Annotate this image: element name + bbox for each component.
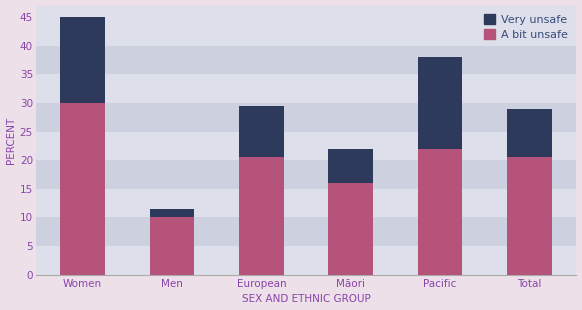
Bar [61, 103, 105, 275]
X-axis label: SEX AND ETHNIC GROUP: SEX AND ETHNIC GROUP [242, 294, 371, 304]
Bar [150, 217, 194, 275]
Bar [239, 157, 284, 275]
Bar [507, 108, 552, 157]
Y-axis label: PERCENT: PERCENT [6, 117, 16, 164]
Bar [418, 57, 463, 149]
Bar [36, 189, 576, 217]
Bar [328, 149, 373, 183]
Bar [36, 131, 576, 160]
Bar [36, 74, 576, 103]
Bar [36, 17, 576, 46]
Bar [36, 46, 576, 74]
Bar [507, 157, 552, 275]
Bar [418, 149, 463, 275]
Bar [150, 209, 194, 217]
Bar [239, 106, 284, 157]
Bar [61, 17, 105, 103]
Bar [36, 160, 576, 189]
Bar [36, 246, 576, 275]
Legend: Very unsafe, A bit unsafe: Very unsafe, A bit unsafe [481, 11, 571, 43]
Bar [36, 217, 576, 246]
Bar [328, 183, 373, 275]
Bar [36, 103, 576, 131]
